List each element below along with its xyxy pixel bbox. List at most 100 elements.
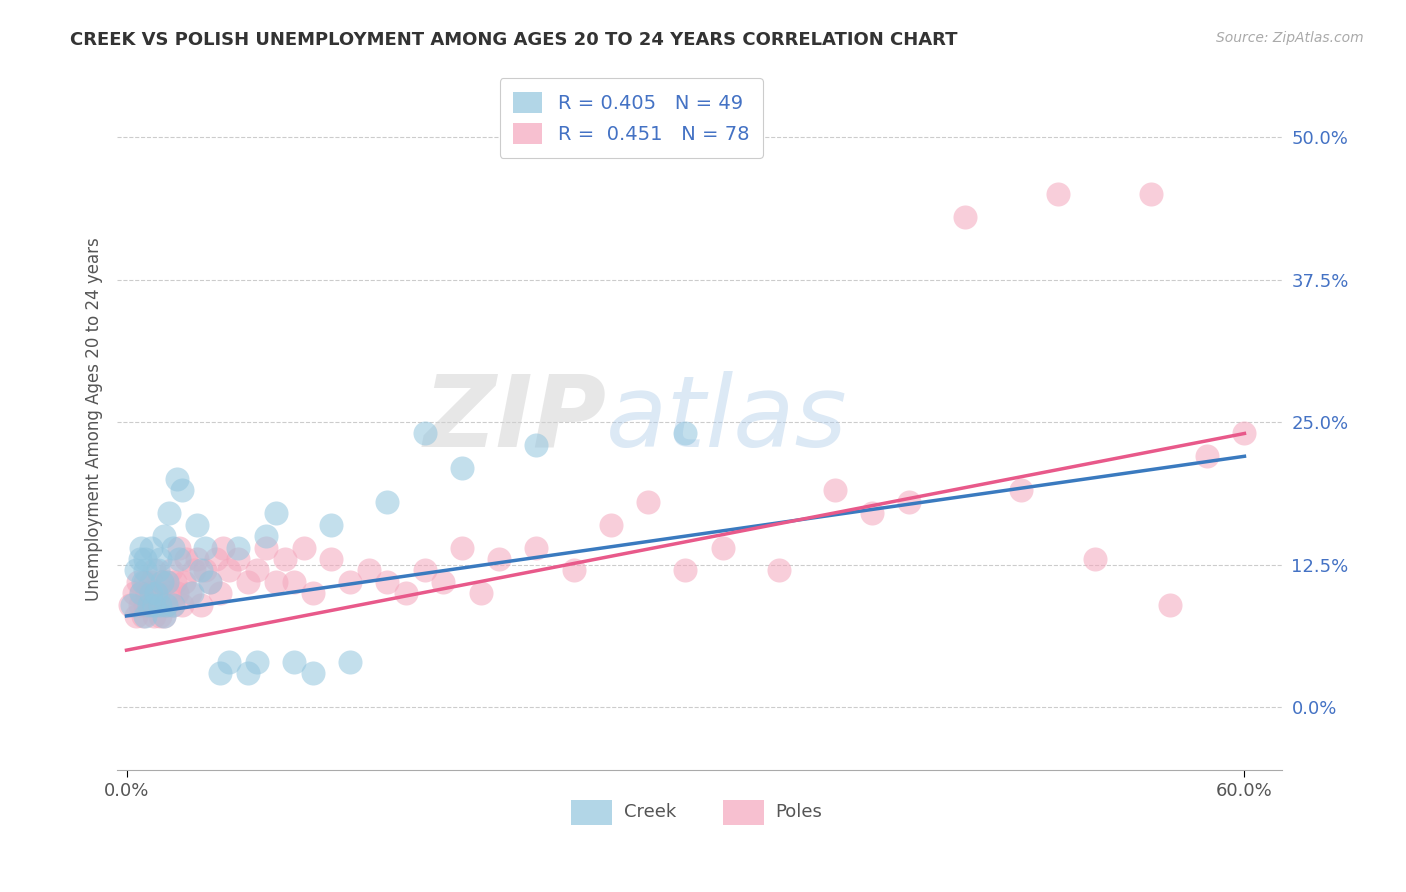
Point [600, 517, 623, 532]
Point [155, 598, 177, 612]
FancyBboxPatch shape [571, 800, 612, 824]
Point [395, 586, 418, 600]
Point [413, 426, 436, 441]
Point [200, 574, 222, 589]
Point [132, 574, 155, 589]
Point [132, 609, 155, 624]
Point [138, 598, 160, 612]
Point [138, 598, 160, 612]
Point [139, 574, 162, 589]
Point [145, 586, 167, 600]
Point [264, 574, 287, 589]
Point [218, 655, 240, 669]
Point [339, 655, 361, 669]
Point [675, 563, 697, 577]
Point [339, 574, 361, 589]
Point [208, 586, 231, 600]
Point [208, 665, 231, 680]
Point [205, 552, 228, 566]
Point [218, 563, 240, 577]
Point [134, 563, 156, 577]
Point [451, 541, 474, 555]
Point [134, 552, 156, 566]
Point [125, 609, 148, 624]
Point [127, 574, 149, 589]
Point [120, 598, 142, 612]
Legend: R = 0.405   N = 49, R =  0.451   N = 78: R = 0.405 N = 49, R = 0.451 N = 78 [499, 78, 763, 158]
Point [190, 598, 212, 612]
Point [377, 574, 399, 589]
Point [226, 541, 249, 555]
Point [131, 586, 153, 600]
Point [186, 552, 208, 566]
Point [526, 438, 548, 452]
Point [292, 541, 315, 555]
Point [172, 598, 194, 612]
Point [167, 541, 190, 555]
Point [156, 574, 179, 589]
Point [200, 574, 222, 589]
Point [148, 563, 170, 577]
Point [167, 552, 190, 566]
Point [283, 655, 305, 669]
Point [131, 586, 153, 600]
Point [143, 609, 166, 624]
Point [139, 586, 162, 600]
Point [953, 210, 976, 224]
Text: Poles: Poles [775, 803, 823, 821]
Point [145, 598, 167, 612]
Point [172, 483, 194, 498]
Point [155, 598, 177, 612]
Point [166, 586, 188, 600]
Point [321, 552, 343, 566]
Y-axis label: Unemployment Among Ages 20 to 24 years: Unemployment Among Ages 20 to 24 years [86, 237, 103, 601]
FancyBboxPatch shape [723, 800, 763, 824]
Point [152, 529, 174, 543]
Point [1197, 450, 1219, 464]
Point [128, 552, 150, 566]
Point [768, 563, 790, 577]
Point [166, 472, 188, 486]
Point [377, 495, 399, 509]
Point [152, 609, 174, 624]
Point [212, 541, 235, 555]
Point [148, 586, 170, 600]
Point [898, 495, 921, 509]
Point [321, 517, 343, 532]
Point [121, 598, 143, 612]
Text: Source: ZipAtlas.com: Source: ZipAtlas.com [1216, 31, 1364, 45]
Point [254, 541, 277, 555]
Point [180, 586, 202, 600]
Point [711, 541, 734, 555]
Point [1140, 186, 1163, 201]
Point [174, 552, 197, 566]
Point [301, 586, 323, 600]
Point [1084, 552, 1107, 566]
Point [413, 563, 436, 577]
Point [824, 483, 846, 498]
Text: Creek: Creek [624, 803, 676, 821]
Point [246, 563, 269, 577]
Point [488, 552, 510, 566]
Text: ZIP: ZIP [423, 371, 606, 467]
Point [451, 460, 474, 475]
Point [163, 574, 186, 589]
Point [134, 609, 156, 624]
Point [283, 574, 305, 589]
Point [162, 598, 184, 612]
Point [246, 655, 269, 669]
Point [128, 598, 150, 612]
Point [139, 541, 162, 555]
Point [150, 574, 173, 589]
Point [160, 563, 183, 577]
Point [194, 563, 217, 577]
Point [143, 598, 166, 612]
Point [1047, 186, 1070, 201]
Point [226, 552, 249, 566]
Point [301, 665, 323, 680]
Point [357, 563, 380, 577]
Point [173, 574, 195, 589]
Point [157, 506, 180, 520]
Text: atlas: atlas [606, 371, 848, 467]
Point [162, 598, 184, 612]
